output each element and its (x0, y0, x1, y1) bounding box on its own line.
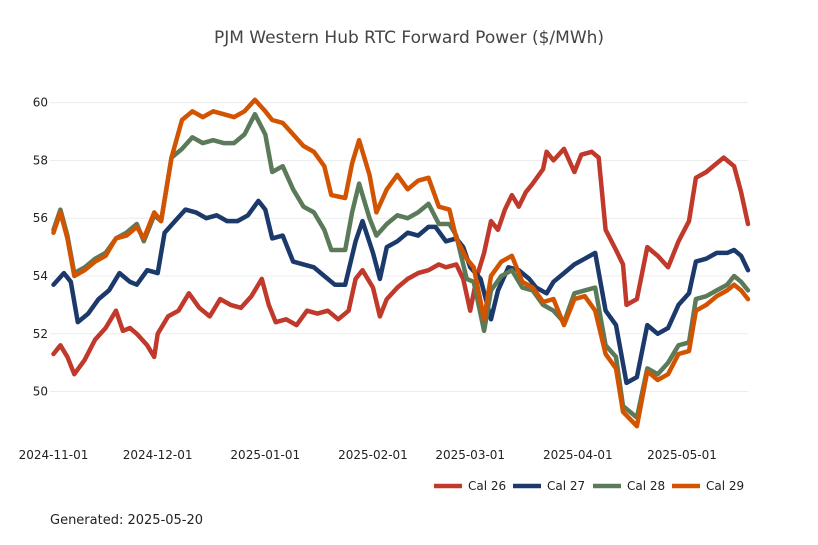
chart-title: PJM Western Hub RTC Forward Power ($/MWh… (213, 28, 605, 48)
grid-lines (50, 102, 748, 393)
series-line-cal-29 (51, 97, 751, 429)
generated-footer: Generated: 2025-05-20 (50, 513, 204, 528)
y-axis: 50 52 54 56 58 60 (33, 96, 48, 399)
x-tick-label: 2025-02-01 (338, 448, 408, 462)
x-tick-label: 2025-05-01 (647, 448, 717, 462)
y-tick-label: 60 (33, 96, 48, 110)
x-tick-label: 2024-12-01 (123, 448, 193, 462)
legend-label-cal-26: Cal 26 (468, 479, 506, 493)
x-tick-label: 2025-03-01 (435, 448, 505, 462)
y-tick-label: 54 (33, 269, 48, 283)
legend-label-cal-27: Cal 27 (547, 479, 585, 493)
y-tick-label: 52 (33, 327, 48, 341)
legend: Cal 26 Cal 27 Cal 28 Cal 29 (434, 479, 744, 493)
series-lines (51, 97, 751, 429)
y-tick-label: 56 (33, 211, 48, 225)
series-line-cal-26 (51, 146, 751, 377)
y-tick-label: 58 (33, 153, 48, 167)
x-tick-label: 2024-11-01 (19, 448, 89, 462)
y-tick-label: 50 (33, 385, 48, 399)
legend-label-cal-28: Cal 28 (627, 479, 665, 493)
series-line-cal-27 (51, 198, 751, 386)
legend-label-cal-29: Cal 29 (706, 479, 744, 493)
x-tick-label: 2025-01-01 (230, 448, 300, 462)
x-axis: 2024-11-01 2024-12-01 2025-01-01 2025-02-01… (19, 448, 717, 462)
x-tick-label: 2025-04-01 (543, 448, 613, 462)
